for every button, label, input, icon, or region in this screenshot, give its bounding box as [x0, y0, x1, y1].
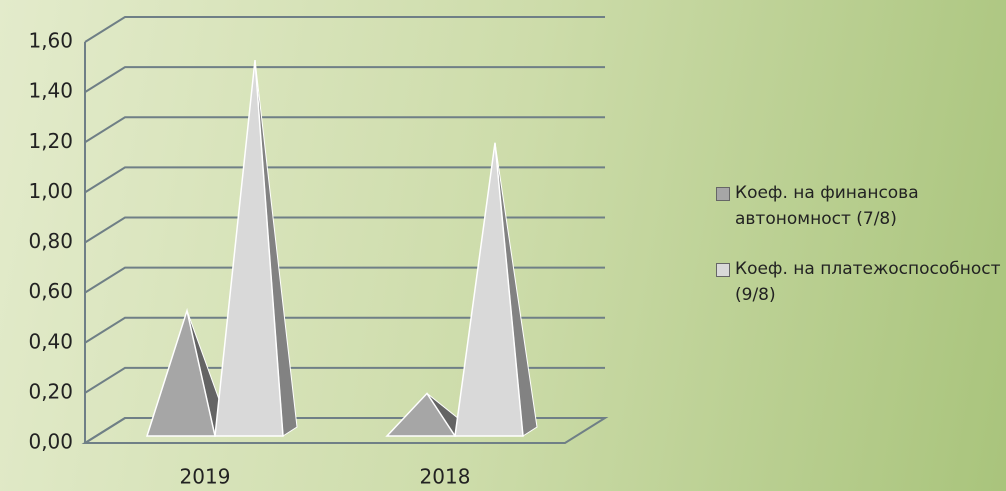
grid-line: [84, 16, 605, 43]
grid-line: [84, 316, 605, 344]
pyramid: [454, 142, 524, 437]
legend: Коеф. на финансова автономност (7/8) Коеф…: [716, 180, 1001, 332]
y-tick-label: 0,40: [28, 329, 73, 353]
y-tick-label: 0,60: [28, 279, 73, 303]
legend-item: Коеф. на платежоспособност (9/8): [716, 256, 1001, 308]
grid-line: [84, 266, 605, 294]
x-tick-label: 2019: [180, 465, 231, 489]
pyramid: [145, 307, 216, 437]
y-tick-label: 1,40: [28, 79, 73, 103]
x-tick-label: 2018: [420, 465, 471, 489]
grid-line: [84, 66, 605, 93]
grid-line: [84, 166, 605, 194]
grid-line: [84, 116, 605, 144]
grid-line: [84, 216, 605, 244]
legend-label: Коеф. на финансова автономност (7/8): [735, 183, 919, 229]
legend-item: Коеф. на финансова автономност (7/8): [716, 180, 1001, 232]
legend-label: Коеф. на платежоспособност (9/8): [735, 259, 1001, 305]
legend-swatch: [716, 263, 730, 277]
y-tick-label: 0,20: [28, 379, 73, 403]
y-tick-label: 0,00: [28, 430, 73, 454]
pyramid: [385, 392, 457, 437]
y-tick-label: 0,80: [28, 229, 73, 253]
pyramid: [214, 59, 284, 437]
y-tick-label: 1,00: [28, 179, 73, 203]
y-tick-label: 1,20: [28, 129, 73, 153]
grid-line: [84, 366, 605, 394]
legend-swatch: [716, 187, 730, 201]
y-tick-label: 1,60: [28, 29, 73, 53]
